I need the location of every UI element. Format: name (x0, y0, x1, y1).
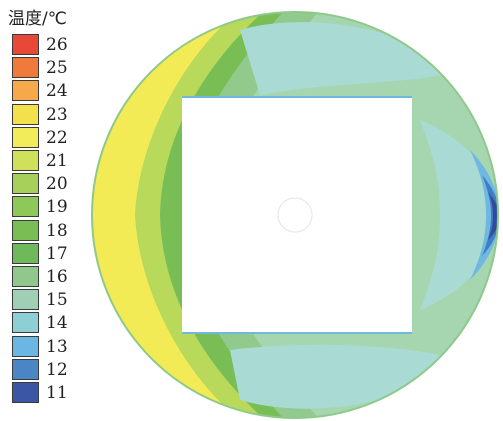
color-legend: 26 25 24 23 22 21 20 19 18 17 16 15 14 13 12 11 (12, 34, 92, 419)
legend-label: 22 (46, 127, 68, 148)
central-square-hole (182, 97, 412, 333)
legend-swatch (12, 57, 39, 79)
legend-swatch (12, 242, 39, 264)
legend-label: 15 (46, 290, 68, 311)
legend-swatch (12, 219, 39, 241)
legend-label: 12 (46, 359, 68, 380)
zone-blue-light (470, 150, 498, 280)
zone-cyan-top (240, 22, 460, 96)
legend-label: 21 (46, 151, 68, 171)
legend-swatch (12, 80, 39, 102)
legend-label: 25 (46, 58, 68, 79)
legend-label: 16 (46, 267, 68, 287)
center-circle (277, 197, 313, 233)
legend-label: 26 (46, 35, 68, 55)
legend-title: 温度/℃ (8, 9, 67, 29)
legend-label: 14 (46, 313, 68, 334)
legend-swatch (12, 126, 39, 148)
legend-swatch (12, 173, 39, 195)
legend-label: 13 (46, 336, 68, 357)
legend-label: 18 (46, 220, 68, 241)
legend-label: 19 (46, 197, 68, 218)
legend-swatch (12, 266, 39, 287)
zone-cyan-bottom (230, 344, 460, 409)
legend-swatch (12, 289, 39, 311)
legend-swatch (12, 196, 39, 218)
legend-label: 17 (46, 243, 68, 264)
legend-label: 20 (46, 174, 68, 195)
legend-swatch (12, 103, 39, 125)
disk-outline (91, 11, 499, 419)
zone-lime (135, 12, 265, 418)
legend-swatch (12, 335, 39, 357)
legend-swatch (12, 358, 39, 380)
zone-yellow (92, 12, 240, 418)
legend-swatch (12, 150, 39, 171)
temperature-contour-map (91, 11, 499, 419)
legend-swatch (12, 382, 39, 403)
legend-swatch (12, 34, 39, 55)
legend-swatch (12, 312, 39, 334)
zone-blue (482, 175, 498, 256)
legend-label: 23 (46, 104, 68, 125)
legend-label: 11 (46, 383, 68, 403)
legend-label: 24 (46, 81, 68, 102)
